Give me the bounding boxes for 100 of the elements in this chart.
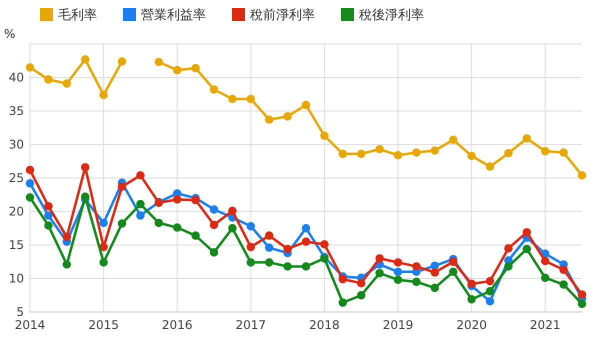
point (375, 268, 384, 278)
point (118, 219, 126, 228)
point (486, 276, 494, 286)
x-tick-label: 2014 (14, 318, 46, 332)
point (210, 220, 218, 230)
point (578, 300, 586, 308)
point (210, 205, 218, 214)
point (118, 182, 126, 191)
point (449, 136, 458, 144)
point (136, 171, 145, 180)
x-tick-label: 2015 (88, 318, 119, 332)
point (394, 276, 402, 284)
x-tick-label: 2016 (162, 318, 192, 332)
y-tick-label: 25 (8, 171, 24, 185)
point (504, 262, 513, 271)
point (486, 297, 494, 306)
point (467, 295, 476, 304)
x-tick-label: 2020 (456, 318, 487, 332)
legend-label: 稅前淨利率 (250, 7, 315, 23)
legend-label: 營業利益率 (141, 7, 206, 23)
point (541, 274, 550, 282)
point (246, 258, 255, 267)
point (394, 268, 402, 276)
point (265, 243, 274, 252)
point (191, 64, 200, 72)
point (81, 55, 90, 64)
point (302, 100, 310, 110)
point (559, 266, 568, 274)
x-tick-label: 2017 (236, 318, 266, 332)
legend-label: 毛利率 (58, 7, 97, 23)
point (412, 278, 421, 286)
point (338, 150, 347, 158)
point (191, 231, 200, 240)
point (430, 146, 439, 155)
point (173, 66, 182, 74)
point (578, 290, 586, 299)
point (357, 278, 366, 288)
point (26, 179, 34, 188)
point (99, 258, 108, 267)
point (504, 149, 513, 158)
point (283, 112, 292, 121)
point (136, 211, 145, 220)
point (430, 268, 439, 277)
point (246, 242, 255, 252)
point (81, 192, 90, 201)
x-tick-label: 2021 (530, 318, 560, 332)
point (338, 274, 347, 284)
point (412, 148, 421, 157)
point (522, 134, 531, 143)
point (449, 268, 458, 276)
point (302, 224, 310, 232)
point (26, 166, 34, 174)
point (338, 298, 347, 307)
point (62, 232, 71, 242)
point (357, 150, 366, 158)
point (173, 223, 182, 232)
y-axis-title: % (4, 27, 16, 41)
point (62, 260, 71, 269)
point (228, 224, 237, 232)
point (99, 218, 108, 228)
y-tick-label: 10 (8, 272, 24, 286)
point (522, 228, 531, 236)
point (449, 258, 458, 266)
point (246, 94, 255, 104)
point (467, 152, 476, 160)
point (210, 248, 218, 257)
point (357, 291, 366, 300)
point (559, 148, 568, 157)
point (430, 284, 439, 292)
y-tick-label: 15 (8, 238, 24, 252)
point (375, 144, 384, 154)
point (375, 254, 384, 263)
point (541, 256, 550, 266)
point (210, 85, 218, 94)
point (578, 171, 586, 180)
point (559, 280, 568, 289)
point (44, 211, 53, 220)
point (26, 63, 34, 72)
point (228, 94, 237, 104)
point (394, 151, 402, 160)
point (486, 287, 494, 296)
point (504, 244, 513, 253)
point (26, 193, 34, 202)
point (118, 57, 126, 66)
point (44, 221, 53, 230)
legend-label: 稅後淨利率 (359, 7, 424, 23)
point (394, 258, 402, 267)
y-tick-label: 35 (8, 104, 24, 118)
point (173, 195, 182, 204)
point (320, 240, 329, 249)
y-tick-label: 5 (16, 305, 24, 319)
y-tick-label: 30 (8, 138, 24, 152)
x-tick-label: 2018 (309, 318, 340, 332)
point (265, 116, 274, 124)
point (486, 162, 494, 171)
point (265, 231, 274, 240)
point (136, 200, 145, 208)
point (320, 132, 329, 140)
point (283, 244, 292, 254)
point (302, 237, 310, 246)
